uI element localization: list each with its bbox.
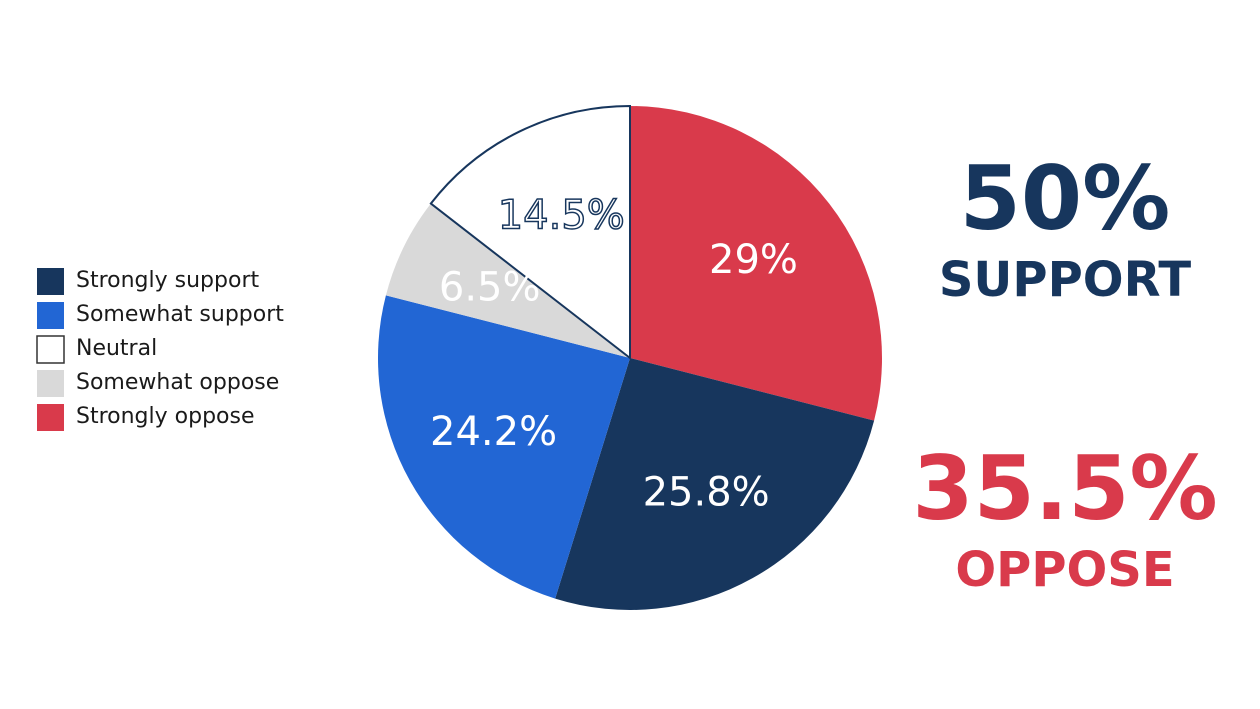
pie-slice <box>555 358 875 610</box>
legend-swatch <box>37 302 64 329</box>
legend-label: Strongly oppose <box>76 404 255 429</box>
pie-slice <box>377 295 630 599</box>
legend-label: Neutral <box>76 336 157 361</box>
legend-swatch <box>37 370 64 397</box>
data-label: 14.5% <box>498 193 625 239</box>
data-label: 25.8% <box>643 469 770 515</box>
callout-caption: OPPOSE <box>955 542 1174 598</box>
pie-slice <box>630 106 882 421</box>
legend-swatch <box>36 335 65 364</box>
legend-label: Strongly support <box>76 268 259 293</box>
pie-slice <box>385 203 630 358</box>
callout-caption: SUPPORT <box>939 252 1192 308</box>
legend-swatch <box>37 268 64 295</box>
callout-value: 50% <box>960 147 1171 250</box>
data-label: 6.5% <box>439 264 541 310</box>
data-label: 24.2% <box>430 409 557 455</box>
legend-label: Somewhat oppose <box>76 370 279 395</box>
legend-label: Somewhat support <box>76 302 284 327</box>
data-label: 29% <box>709 237 798 283</box>
pie-slice <box>429 104 631 361</box>
legend-swatch <box>37 404 64 431</box>
callout-value: 35.5% <box>912 437 1217 540</box>
